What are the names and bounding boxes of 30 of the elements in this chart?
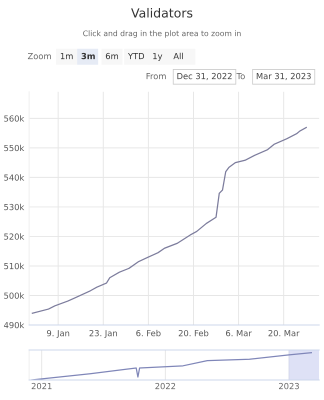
x-tick-label: 2021	[32, 382, 52, 390]
text: Mar 31, 2023	[256, 72, 311, 80]
text: From	[146, 73, 166, 80]
x-tick-label: 6. Mar	[226, 330, 252, 336]
chart-title: Validators	[131, 8, 192, 18]
y-tick-label: 540k	[4, 174, 24, 181]
y-tick-label: 550k	[4, 144, 24, 152]
text: 1m	[60, 53, 73, 60]
text: 1y	[153, 53, 162, 61]
x-tick-label: 23. Jan	[90, 330, 117, 338]
text: 6m	[106, 52, 118, 60]
y-tick-label: 490k	[4, 322, 24, 328]
text: Dec 31, 2022	[177, 72, 232, 80]
y-tick-label: 500k	[4, 292, 24, 299]
x-tick-label: 20. Feb	[178, 330, 208, 336]
text: Zoom	[28, 53, 51, 60]
x-tick-label: 6. Feb	[136, 330, 161, 336]
y-tick-label: 520k	[4, 233, 24, 240]
x-tick-label: 9. Jan	[46, 330, 70, 338]
y-tick-label: 510k	[4, 262, 24, 270]
x-tick-label: 2023	[278, 382, 299, 390]
y-tick-label: 530k	[4, 204, 24, 210]
line-series	[32, 126, 307, 314]
text: All	[173, 52, 183, 60]
x-tick-label: 2022	[155, 382, 176, 390]
x-tick-label: 20. Mar	[268, 330, 300, 336]
y-tick-label: 560k	[4, 115, 24, 122]
text: To	[236, 73, 245, 80]
text: 3m	[82, 52, 95, 60]
text: YTD	[128, 53, 144, 60]
